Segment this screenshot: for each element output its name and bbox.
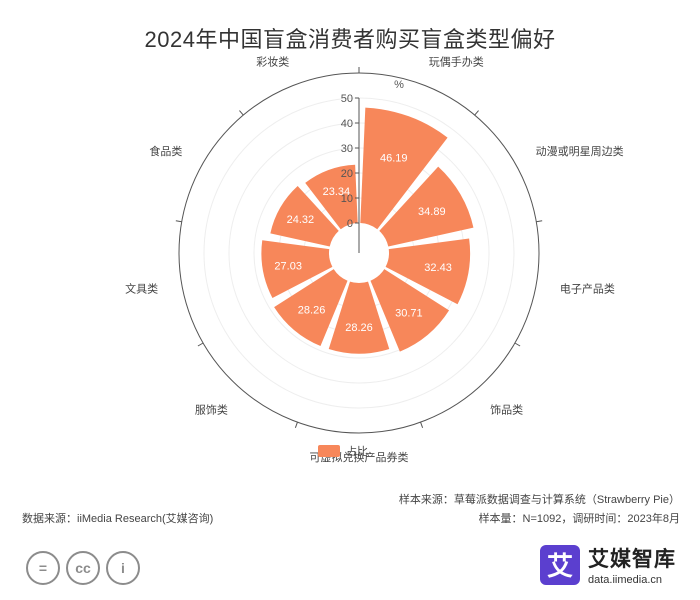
legend-swatch <box>318 445 340 457</box>
angle-tick <box>239 110 244 116</box>
axis-layer: 0 10 20 30 40 50% <box>341 79 404 253</box>
bar-可虚拟兑换产品券类 <box>328 281 390 354</box>
radial-tick-label: 40 <box>341 118 353 130</box>
category-label: 动漫或明星周边类 <box>536 144 624 158</box>
radial-tick-label: 50 <box>341 93 353 105</box>
equal-icon: = <box>26 551 60 585</box>
data-label: 34.89 <box>418 206 446 218</box>
data-label: 28.26 <box>298 305 326 317</box>
chart-title: 2024年中国盲盒消费者购买盲盒类型偏好 <box>144 27 556 52</box>
angle-tick <box>420 421 424 428</box>
bar-电子产品类 <box>385 238 471 305</box>
legend[interactable]: 占比 <box>318 443 368 459</box>
bar-文具类 <box>261 240 333 299</box>
legend-label: 占比 <box>346 446 368 458</box>
data-label: 27.03 <box>274 260 302 272</box>
category-label: 文具类 <box>125 281 158 295</box>
angle-tick <box>514 342 521 347</box>
brand-url: data.iimedia.cn <box>588 574 662 586</box>
angle-tick <box>294 421 298 428</box>
bar-服饰类 <box>274 269 348 346</box>
angle-tick <box>536 220 543 223</box>
data-label: 30.71 <box>395 307 423 319</box>
angle-tick <box>175 220 182 223</box>
angle-tick <box>197 342 204 347</box>
brand-logo: 艾 <box>540 544 580 585</box>
radial-tick-label: 30 <box>341 143 353 155</box>
category-label: 饰品类 <box>490 402 523 416</box>
data-source: 数据来源：iiMedia Research(艾媒咨询) <box>22 513 214 525</box>
radial-tick-label: 0 <box>347 218 353 230</box>
radial-tick-label: 10 <box>341 193 353 205</box>
bar-layer <box>261 107 474 354</box>
data-label: 23.34 <box>323 186 351 198</box>
category-label: 服饰类 <box>195 402 228 416</box>
bar-彩妆类 <box>305 164 358 230</box>
bar-饰品类 <box>370 269 450 352</box>
polar-bar-chart: 46.19 玩偶手办类 34.89 动漫或明星周边类 32.43 电子产品类 30.71 饰品… <box>125 54 624 464</box>
category-label: 彩妆类 <box>256 54 289 68</box>
radial-tick-label: 20 <box>341 168 353 180</box>
category-label: 食品类 <box>149 144 182 158</box>
data-label: 24.32 <box>287 214 315 226</box>
category-label: 玩偶手办类 <box>429 54 484 68</box>
brand-name: 艾媒智库 <box>588 548 676 571</box>
sample-source: 样本来源：草莓派数据调查与计算系统（Strawberry Pie） <box>398 494 680 506</box>
category-label: 电子产品类 <box>560 281 615 295</box>
radial-unit-label: % <box>394 79 404 91</box>
person-icon: i <box>106 551 140 585</box>
sample-size: 样本量：N=1092，调研时间：2023年8月 <box>478 513 680 525</box>
bar-玩偶手办类 <box>360 107 448 230</box>
angle-tick <box>474 110 479 116</box>
license-icons: = cc i <box>26 551 140 585</box>
cc-icon: cc <box>66 551 100 585</box>
brand: 艾 艾媒智库 data.iimedia.cn <box>540 543 676 586</box>
data-label: 32.43 <box>424 262 452 274</box>
bar-动漫或明星周边类 <box>379 166 474 247</box>
bar-食品类 <box>270 186 339 247</box>
data-label: 46.19 <box>380 153 408 165</box>
label-layer: 46.19 玩偶手办类 34.89 动漫或明星周边类 32.43 电子产品类 30.71 饰品… <box>125 54 624 464</box>
data-label: 28.26 <box>345 322 373 334</box>
